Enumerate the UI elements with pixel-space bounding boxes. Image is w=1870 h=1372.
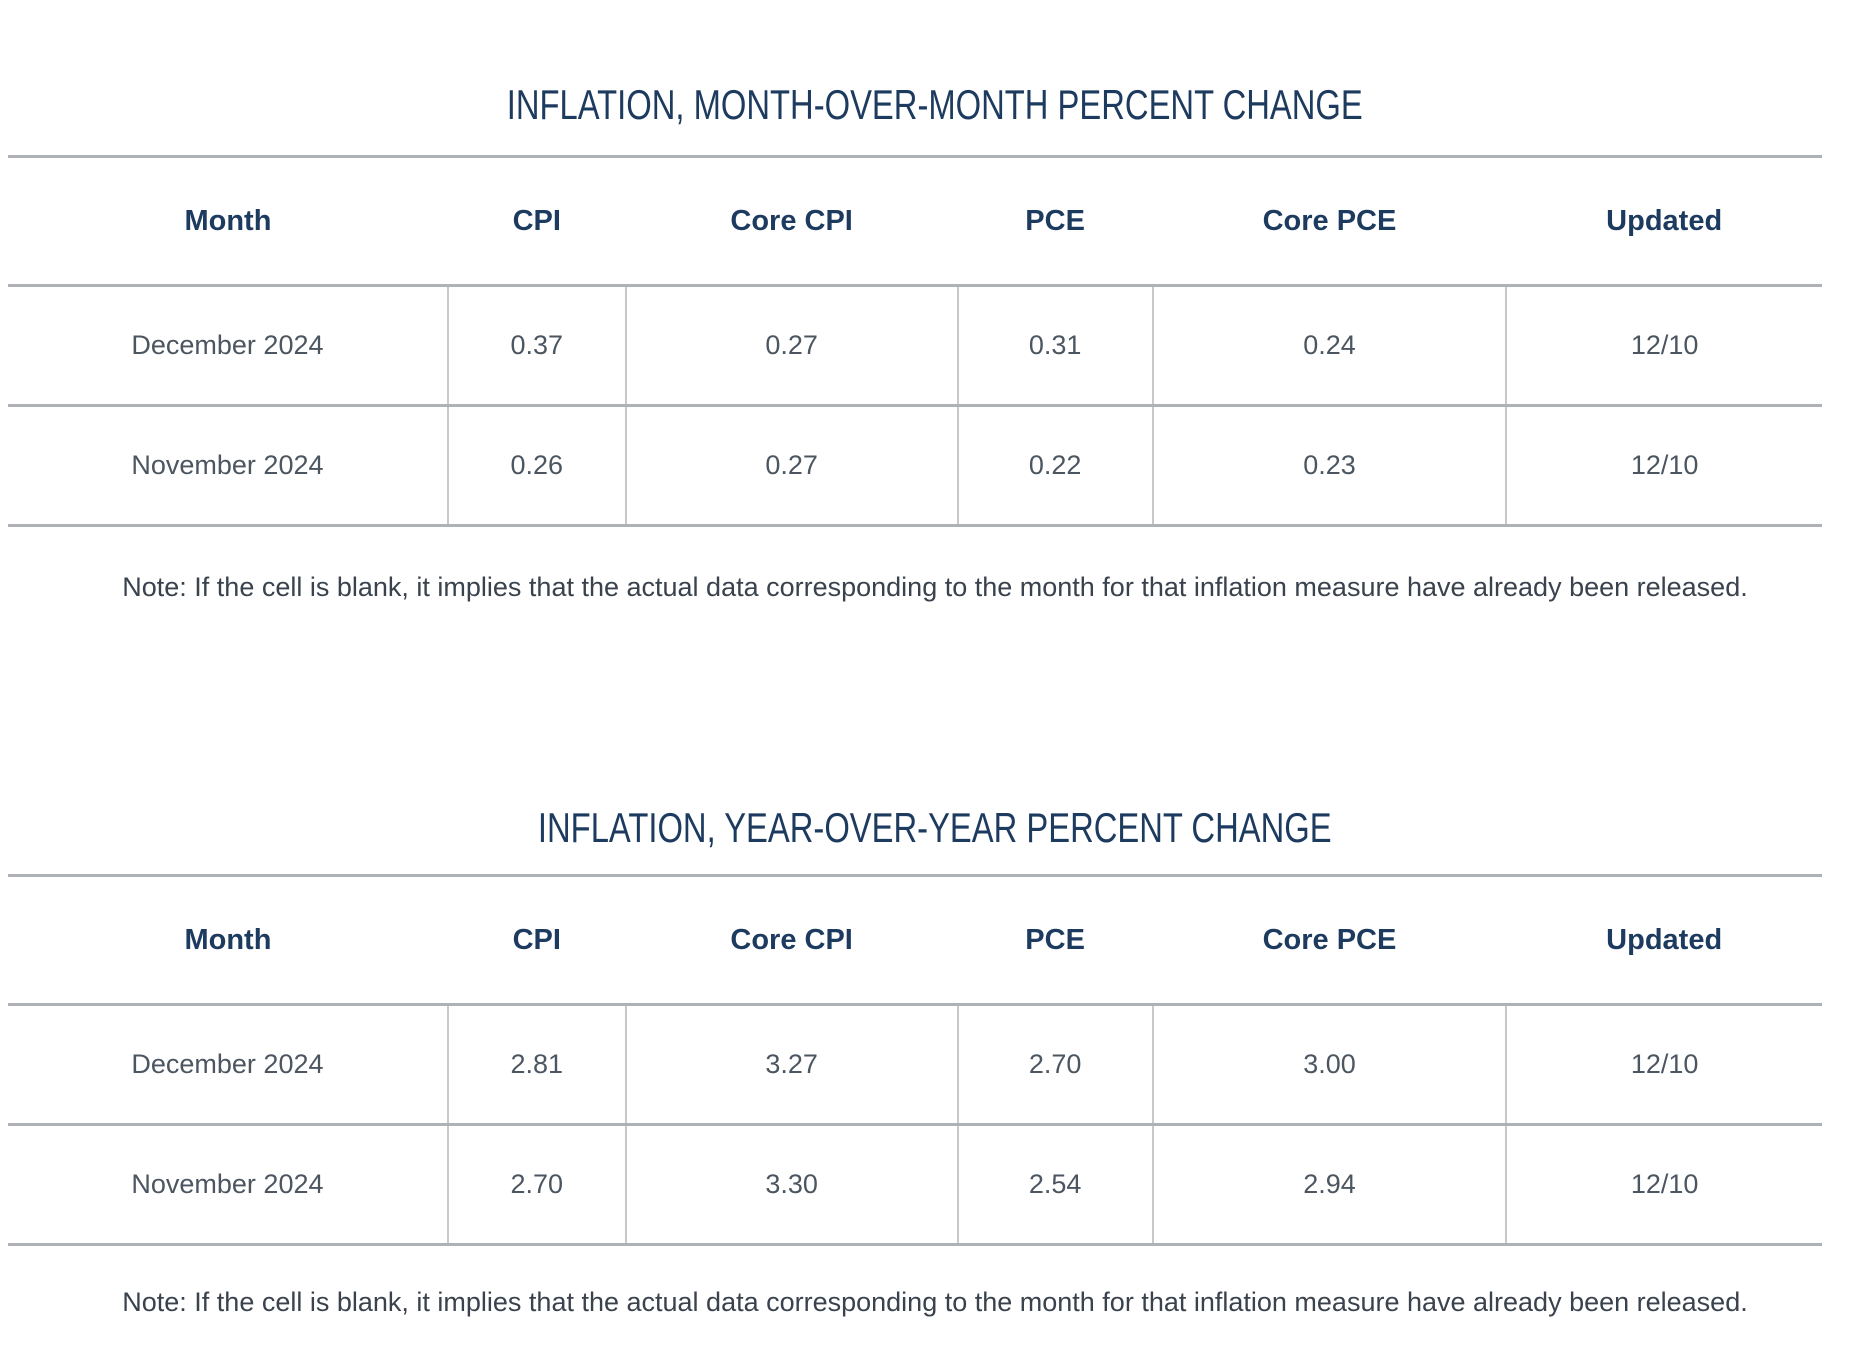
mom-section-title-text: INFLATION, MONTH-OVER-MONTH PERCENT CHAN… <box>506 81 1364 128</box>
column-header-core-pce: Core PCE <box>1152 875 1507 1006</box>
cell-cpi: 2.81 <box>446 1004 626 1126</box>
cell-pce: 2.70 <box>956 1004 1153 1126</box>
cell-core-pce: 3.00 <box>1151 1004 1507 1126</box>
column-header-updated: Updated <box>1506 875 1822 1006</box>
cell-pce: 0.22 <box>956 405 1153 527</box>
cell-updated: 12/10 <box>1505 1004 1822 1126</box>
column-header-month: Month <box>8 156 448 287</box>
cell-core-pce: 0.23 <box>1151 405 1507 527</box>
yoy-section: INFLATION, YEAR-OVER-YEAR PERCENT CHANGE… <box>0 601 1870 1316</box>
column-header-core-pce: Core PCE <box>1152 156 1507 287</box>
yoy-table: Month CPI Core CPI PCE Core PCE Updated … <box>8 874 1822 1246</box>
table-row: November 2024 0.26 0.27 0.22 0.23 12/10 <box>8 405 1822 527</box>
cell-cpi: 2.70 <box>446 1124 626 1246</box>
cell-cpi: 0.26 <box>446 405 626 527</box>
mom-section: INFLATION, MONTH-OVER-MONTH PERCENT CHAN… <box>0 0 1870 601</box>
cell-month: November 2024 <box>8 1124 448 1246</box>
header-row: Month CPI Core CPI PCE Core PCE Updated <box>8 156 1822 287</box>
inflation-nowcast-page: INFLATION, MONTH-OVER-MONTH PERCENT CHAN… <box>0 0 1870 1316</box>
cell-month: December 2024 <box>8 1004 448 1126</box>
column-header-cpi: CPI <box>447 875 626 1006</box>
table-row: December 2024 0.37 0.27 0.31 0.24 12/10 <box>8 285 1822 407</box>
column-header-month: Month <box>8 875 448 1006</box>
header-row: Month CPI Core CPI PCE Core PCE Updated <box>8 875 1822 1006</box>
cell-core-cpi: 0.27 <box>624 285 958 407</box>
cell-updated: 12/10 <box>1505 405 1822 527</box>
table-note: Note: If the cell is blank, it implies t… <box>122 572 1748 602</box>
table-row: December 2024 2.81 3.27 2.70 3.00 12/10 <box>8 1004 1822 1126</box>
column-header-core-cpi: Core CPI <box>625 156 958 287</box>
cell-month: November 2024 <box>8 405 448 527</box>
column-header-core-cpi: Core CPI <box>625 875 958 1006</box>
yoy-section-title: INFLATION, YEAR-OVER-YEAR PERCENT CHANGE <box>0 601 1870 849</box>
cell-core-cpi: 3.27 <box>624 1004 958 1126</box>
yoy-section-title-text: INFLATION, YEAR-OVER-YEAR PERCENT CHANGE <box>538 804 1332 851</box>
column-header-pce: PCE <box>957 156 1153 287</box>
cell-updated: 12/10 <box>1505 1124 1822 1246</box>
cell-month: December 2024 <box>8 285 448 407</box>
column-header-pce: PCE <box>957 875 1153 1006</box>
cell-core-pce: 2.94 <box>1151 1124 1507 1246</box>
table-note: Note: If the cell is blank, it implies t… <box>122 1287 1748 1317</box>
cell-updated: 12/10 <box>1505 285 1822 407</box>
cell-core-pce: 0.24 <box>1151 285 1507 407</box>
mom-section-title: INFLATION, MONTH-OVER-MONTH PERCENT CHAN… <box>0 0 1870 126</box>
cell-pce: 0.31 <box>956 285 1153 407</box>
mom-table: Month CPI Core CPI PCE Core PCE Updated … <box>8 155 1822 527</box>
table-row: November 2024 2.70 3.30 2.54 2.94 12/10 <box>8 1124 1822 1246</box>
column-header-cpi: CPI <box>447 156 626 287</box>
column-header-updated: Updated <box>1506 156 1822 287</box>
cell-cpi: 0.37 <box>446 285 626 407</box>
cell-core-cpi: 0.27 <box>624 405 958 527</box>
cell-core-cpi: 3.30 <box>624 1124 958 1246</box>
cell-pce: 2.54 <box>956 1124 1153 1246</box>
